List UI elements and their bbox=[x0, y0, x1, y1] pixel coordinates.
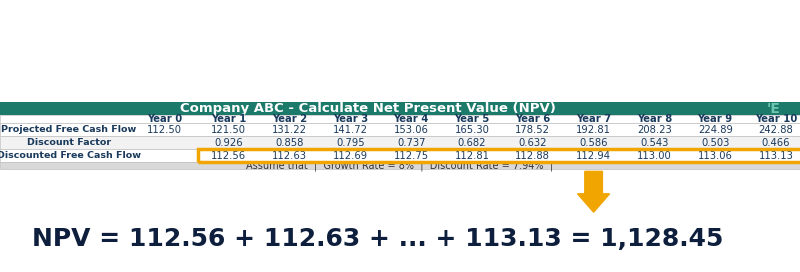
Text: Year 3: Year 3 bbox=[333, 114, 368, 124]
Bar bbox=[0, 115, 800, 123]
Text: 113.00: 113.00 bbox=[637, 151, 672, 161]
Text: Assume that  |  Growth Rate = 8%  |  Discount Rate = 7.94%  |: Assume that | Growth Rate = 8% | Discoun… bbox=[246, 160, 554, 171]
Text: 165.30: 165.30 bbox=[454, 125, 490, 135]
Text: Company ABC - Calculate Net Present Value (NPV): Company ABC - Calculate Net Present Valu… bbox=[180, 102, 556, 115]
Text: 0.543: 0.543 bbox=[640, 138, 669, 148]
Text: 112.75: 112.75 bbox=[394, 151, 429, 161]
Text: 224.89: 224.89 bbox=[698, 125, 733, 135]
Text: Year 8: Year 8 bbox=[637, 114, 672, 124]
Bar bbox=[0, 149, 800, 162]
Text: Year 1: Year 1 bbox=[211, 114, 246, 124]
Text: 242.88: 242.88 bbox=[758, 125, 794, 135]
Text: 208.23: 208.23 bbox=[637, 125, 672, 135]
Text: 112.69: 112.69 bbox=[333, 151, 368, 161]
Text: 112.88: 112.88 bbox=[515, 151, 550, 161]
Text: 192.81: 192.81 bbox=[576, 125, 611, 135]
Bar bbox=[0, 162, 800, 169]
Text: 'E: 'E bbox=[766, 101, 780, 116]
Text: 121.50: 121.50 bbox=[211, 125, 246, 135]
Text: Year 0: Year 0 bbox=[147, 114, 182, 124]
Text: 0.632: 0.632 bbox=[518, 138, 547, 148]
Text: 112.50: 112.50 bbox=[147, 125, 182, 135]
Text: Year 9: Year 9 bbox=[698, 114, 733, 124]
Text: 153.06: 153.06 bbox=[394, 125, 429, 135]
Text: 113.13: 113.13 bbox=[758, 151, 794, 161]
Text: 0.858: 0.858 bbox=[275, 138, 304, 148]
Text: 112.63: 112.63 bbox=[272, 151, 307, 161]
Text: 0.737: 0.737 bbox=[397, 138, 426, 148]
Text: Year 5: Year 5 bbox=[454, 114, 490, 124]
Text: 112.81: 112.81 bbox=[454, 151, 490, 161]
Text: Discount Factor: Discount Factor bbox=[26, 138, 111, 147]
Text: 112.56: 112.56 bbox=[211, 151, 246, 161]
Bar bbox=[198, 149, 800, 162]
Text: 0.503: 0.503 bbox=[701, 138, 730, 148]
Bar bbox=[0, 136, 800, 149]
Text: Year 7: Year 7 bbox=[576, 114, 611, 124]
Text: Projected Free Cash Flow: Projected Free Cash Flow bbox=[1, 125, 137, 134]
Text: 112.94: 112.94 bbox=[576, 151, 611, 161]
Text: 141.72: 141.72 bbox=[333, 125, 368, 135]
Text: 0.586: 0.586 bbox=[579, 138, 608, 148]
Bar bbox=[0, 102, 800, 115]
Text: 0.466: 0.466 bbox=[762, 138, 790, 148]
FancyArrow shape bbox=[578, 171, 610, 212]
Text: Year 10: Year 10 bbox=[755, 114, 797, 124]
Text: Year 6: Year 6 bbox=[515, 114, 550, 124]
Text: 178.52: 178.52 bbox=[515, 125, 550, 135]
Text: NPV = 112.56 + 112.63 + ... + 113.13 = 1,128.45: NPV = 112.56 + 112.63 + ... + 113.13 = 1… bbox=[32, 227, 723, 251]
Text: 0.682: 0.682 bbox=[458, 138, 486, 148]
Text: 0.926: 0.926 bbox=[214, 138, 243, 148]
Text: Discounted Free Cash Flow: Discounted Free Cash Flow bbox=[0, 151, 141, 160]
Text: 131.22: 131.22 bbox=[272, 125, 307, 135]
Text: Year 2: Year 2 bbox=[272, 114, 307, 124]
Text: 0.795: 0.795 bbox=[336, 138, 365, 148]
Text: 113.06: 113.06 bbox=[698, 151, 733, 161]
Bar bbox=[0, 123, 800, 136]
Text: Year 4: Year 4 bbox=[394, 114, 429, 124]
